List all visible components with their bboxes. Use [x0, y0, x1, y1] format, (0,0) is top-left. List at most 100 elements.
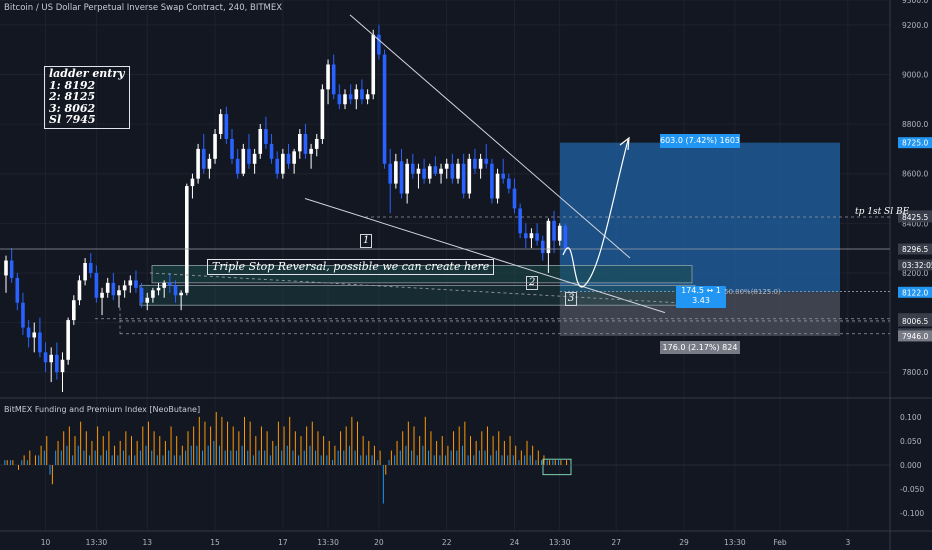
y-tick-label: 9200.0 — [902, 21, 928, 30]
x-tick-label: 24 — [510, 538, 520, 547]
ladder-entry-note[interactable]: ladder entry 1: 8192 2: 8125 3: 8062 Sl … — [44, 66, 130, 129]
price-label: 8725.0 — [902, 139, 928, 148]
candle — [518, 208, 522, 234]
candle — [88, 263, 93, 273]
marker-1[interactable]: 1 — [360, 234, 373, 248]
indicator-tick-label: 0.100 — [900, 413, 922, 422]
candle — [354, 89, 359, 100]
candle — [490, 163, 494, 199]
candle — [314, 138, 319, 149]
candle — [117, 290, 121, 296]
indicator-tick-label: 0.000 — [900, 461, 922, 470]
candle — [179, 292, 183, 296]
candle — [230, 138, 234, 159]
y-tick-label: 8200.0 — [902, 269, 928, 278]
trendline-dashed — [149, 272, 721, 306]
candle — [450, 163, 455, 179]
funding-premium-indicator — [0, 412, 890, 504]
candle — [546, 220, 551, 254]
candle — [309, 148, 313, 154]
trendline-lower — [304, 198, 666, 314]
candle — [427, 166, 432, 179]
candle — [365, 94, 370, 100]
funding-highlight — [542, 458, 572, 476]
risk-reward-ratio: 174.5 ↔ 1 — [681, 286, 721, 295]
candle — [72, 300, 76, 321]
x-tick-label: 13 — [142, 538, 152, 547]
price-label-box — [898, 315, 932, 327]
candle — [388, 163, 392, 184]
price-label: 8006.5 — [902, 317, 928, 326]
candle — [286, 153, 291, 164]
candle — [433, 166, 438, 174]
candle — [60, 359, 65, 373]
candle — [303, 133, 308, 154]
candle — [128, 280, 133, 286]
candle — [173, 285, 178, 296]
loss-label: 176.0 (2.17%) 824 — [660, 341, 740, 354]
candle — [507, 178, 511, 189]
candle — [320, 89, 325, 139]
candle — [501, 173, 505, 179]
candle — [264, 129, 268, 144]
candle — [196, 148, 200, 179]
candle — [439, 168, 443, 174]
x-tick-label: 27 — [611, 538, 621, 547]
risk-reward-value: 3.43 — [692, 296, 710, 305]
candle — [326, 64, 330, 90]
y-tick-label: 8800.0 — [902, 120, 928, 129]
candle — [348, 94, 353, 100]
candle — [495, 173, 500, 199]
candle — [26, 327, 31, 338]
y-tick-label: 8400.0 — [902, 219, 928, 228]
candle — [32, 332, 37, 338]
candles — [4, 24, 568, 393]
x-tick-label: 13:30 — [86, 538, 108, 547]
candle — [21, 302, 25, 328]
candle — [190, 178, 195, 187]
candle — [281, 153, 285, 174]
candle — [411, 163, 415, 174]
candle — [529, 233, 534, 239]
y-tick-label: 8600.0 — [902, 170, 928, 179]
x-tick-label: Feb — [773, 538, 787, 547]
price-label-box — [898, 286, 932, 298]
candle — [83, 263, 87, 281]
marker-3[interactable]: 3 — [565, 292, 578, 306]
candle — [394, 161, 398, 184]
triple-stop-reversal-note[interactable]: Triple Stop Reversal, possible we can cr… — [207, 259, 495, 275]
x-tick-label: 10 — [41, 538, 51, 547]
candle — [105, 282, 110, 293]
candle — [399, 161, 404, 194]
candle — [269, 143, 274, 159]
ladder-line: 2: 8125 — [49, 90, 96, 103]
candle — [139, 287, 144, 303]
x-tick-label: 15 — [210, 538, 220, 547]
candle — [377, 34, 381, 55]
candle — [15, 277, 20, 303]
candle — [535, 233, 539, 241]
price-label-box — [898, 330, 932, 342]
candle — [77, 280, 82, 301]
marker-2[interactable]: 2 — [526, 276, 539, 290]
profit-label: 603.0 (7.42%) 1603 — [660, 134, 740, 148]
x-tick-label: 22 — [442, 538, 452, 547]
candle — [444, 163, 449, 169]
candle — [55, 354, 59, 373]
tp-note[interactable]: tp 1st Sl BE — [855, 207, 910, 217]
candle — [122, 285, 127, 291]
projection-arrow — [619, 136, 630, 151]
candle — [100, 292, 104, 298]
price-label: 7946.0 — [902, 332, 928, 341]
candle — [540, 240, 545, 254]
price-label-box — [898, 137, 932, 149]
x-tick-label: 13:30 — [317, 538, 339, 547]
candle — [252, 153, 257, 164]
candle — [382, 54, 387, 164]
risk-reward-label: 174.5 ↔ 1 3.43 — [676, 286, 726, 308]
candle — [151, 290, 155, 298]
candle — [337, 94, 342, 105]
candle — [467, 158, 472, 194]
candle — [134, 280, 138, 288]
